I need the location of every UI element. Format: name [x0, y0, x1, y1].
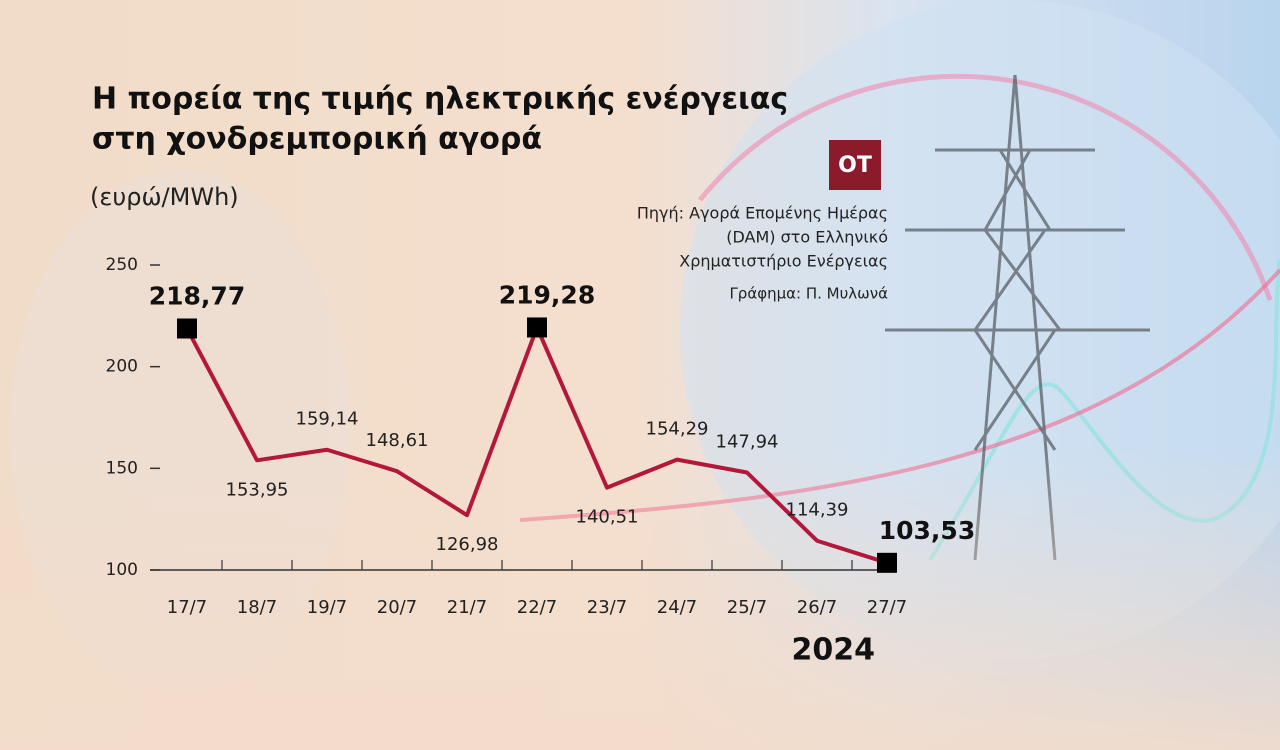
value-label: 159,14 — [296, 409, 359, 430]
x-tick-label: 18/7 — [237, 597, 277, 618]
value-label: 153,95 — [226, 479, 289, 500]
source: (DAM) στο Ελληνικό — [726, 228, 888, 247]
x-tick-label: 24/7 — [657, 597, 697, 618]
logo — [829, 140, 881, 190]
x-tick-label: 21/7 — [447, 597, 487, 618]
x-tick-label: 26/7 — [797, 597, 837, 618]
value-label: 148,61 — [366, 430, 429, 451]
value-label: 154,29 — [646, 419, 709, 440]
x-tick-label: 17/7 — [167, 597, 207, 618]
value-label: 114,39 — [786, 500, 849, 521]
value-label-highlight: 219,28 — [499, 280, 595, 309]
value-label: 140,51 — [576, 507, 639, 528]
year: 2024 — [792, 633, 876, 668]
credit: Γράφημα: Π. Μυλωνά — [729, 285, 888, 303]
chart-title: στη χονδρεμπορική αγορά — [92, 122, 542, 157]
x-tick-label: 27/7 — [867, 597, 907, 618]
x-tick-label: 20/7 — [377, 597, 417, 618]
value-label: 147,94 — [716, 432, 779, 453]
source: Πηγή: Αγορά Επομένης Ημέρας — [637, 204, 888, 223]
value-label-highlight: 218,77 — [149, 282, 245, 311]
x-tick-label: 23/7 — [587, 597, 627, 618]
y-tick-label: 250 — [106, 255, 138, 275]
value-label-highlight: 103,53 — [879, 516, 975, 545]
logo-text: OT — [838, 153, 872, 178]
y-tick-label: 150 — [106, 458, 138, 478]
x-tick-label: 19/7 — [307, 597, 347, 618]
x-tick-label: 25/7 — [727, 597, 767, 618]
chart-title: Η πορεία της τιμής ηλεκτρικής ενέργειας — [92, 82, 788, 117]
highlight-marker — [877, 552, 897, 573]
y-axis-label: (ευρώ/MWh) — [90, 183, 239, 211]
value-label: 126,98 — [436, 534, 499, 555]
highlight-marker — [177, 318, 197, 339]
y-tick-label: 100 — [106, 560, 138, 580]
x-tick-label: 22/7 — [517, 597, 557, 618]
source: Χρηματιστήριο Ενέργειας — [679, 252, 888, 271]
y-tick-label: 200 — [106, 357, 138, 377]
highlight-marker — [527, 317, 547, 338]
